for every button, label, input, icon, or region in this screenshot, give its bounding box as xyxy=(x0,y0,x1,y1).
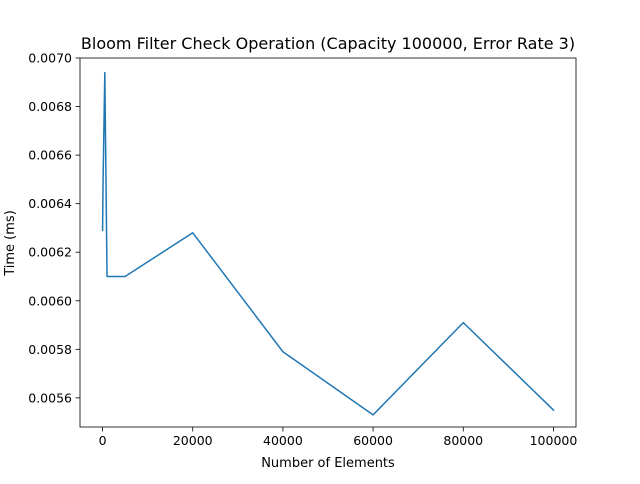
y-tick-label: 0.0062 xyxy=(28,245,72,260)
y-tick-label: 0.0068 xyxy=(28,99,72,114)
y-tick-label: 0.0058 xyxy=(28,342,72,357)
y-tick-label: 0.0066 xyxy=(28,148,72,163)
x-tick-label: 20000 xyxy=(173,433,213,448)
y-axis-ticks: 0.0056 0.0058 0.0060 0.0062 0.0064 0.0066 0.00… xyxy=(28,51,80,405)
y-axis-label: Time (ms) xyxy=(3,210,18,277)
x-axis-ticks: 0 20000 40000 60000 80000 100000 xyxy=(99,427,578,448)
y-tick-label: 0.0064 xyxy=(28,196,72,211)
plot-frame xyxy=(79,57,577,428)
chart-title: Bloom Filter Check Operation (Capacity 1… xyxy=(81,34,575,53)
x-tick-label: 80000 xyxy=(443,433,483,448)
x-axis-label: Number of Elements xyxy=(261,456,395,471)
y-tick-label: 0.0070 xyxy=(28,51,72,66)
x-tick-label: 0 xyxy=(99,433,107,448)
series-line xyxy=(101,71,555,416)
x-tick-label: 40000 xyxy=(263,433,303,448)
plot-area xyxy=(79,57,577,428)
y-tick-label: 0.0056 xyxy=(28,390,72,405)
x-tick-label: 100000 xyxy=(530,433,578,448)
y-tick-label: 0.0060 xyxy=(28,293,72,308)
x-tick-label: 60000 xyxy=(353,433,393,448)
